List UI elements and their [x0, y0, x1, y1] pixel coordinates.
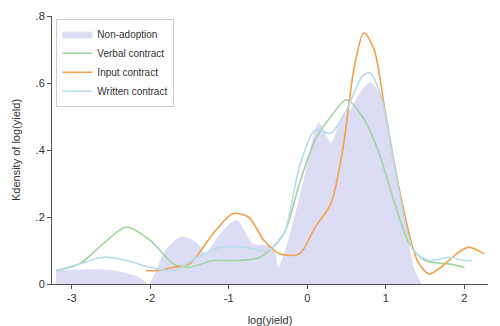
svg-text:.2: .2 — [36, 211, 45, 223]
svg-text:0: 0 — [304, 292, 310, 304]
svg-text:Non-adoption: Non-adoption — [97, 29, 157, 40]
svg-text:-1: -1 — [224, 292, 234, 304]
svg-text:.6: .6 — [36, 77, 45, 89]
svg-text:.8: .8 — [36, 10, 45, 22]
svg-text:Kdensity of log(yield): Kdensity of log(yield) — [10, 99, 22, 201]
svg-text:log(yield): log(yield) — [248, 314, 293, 326]
svg-text:.4: .4 — [36, 144, 45, 156]
svg-text:Input contract: Input contract — [97, 67, 158, 78]
svg-text:Written contract: Written contract — [97, 86, 167, 97]
svg-text:-2: -2 — [145, 292, 155, 304]
svg-text:2: 2 — [461, 292, 467, 304]
svg-text:Verbal contract: Verbal contract — [97, 48, 164, 59]
svg-text:-3: -3 — [67, 292, 77, 304]
svg-text:0: 0 — [39, 278, 45, 290]
svg-text:1: 1 — [383, 292, 389, 304]
